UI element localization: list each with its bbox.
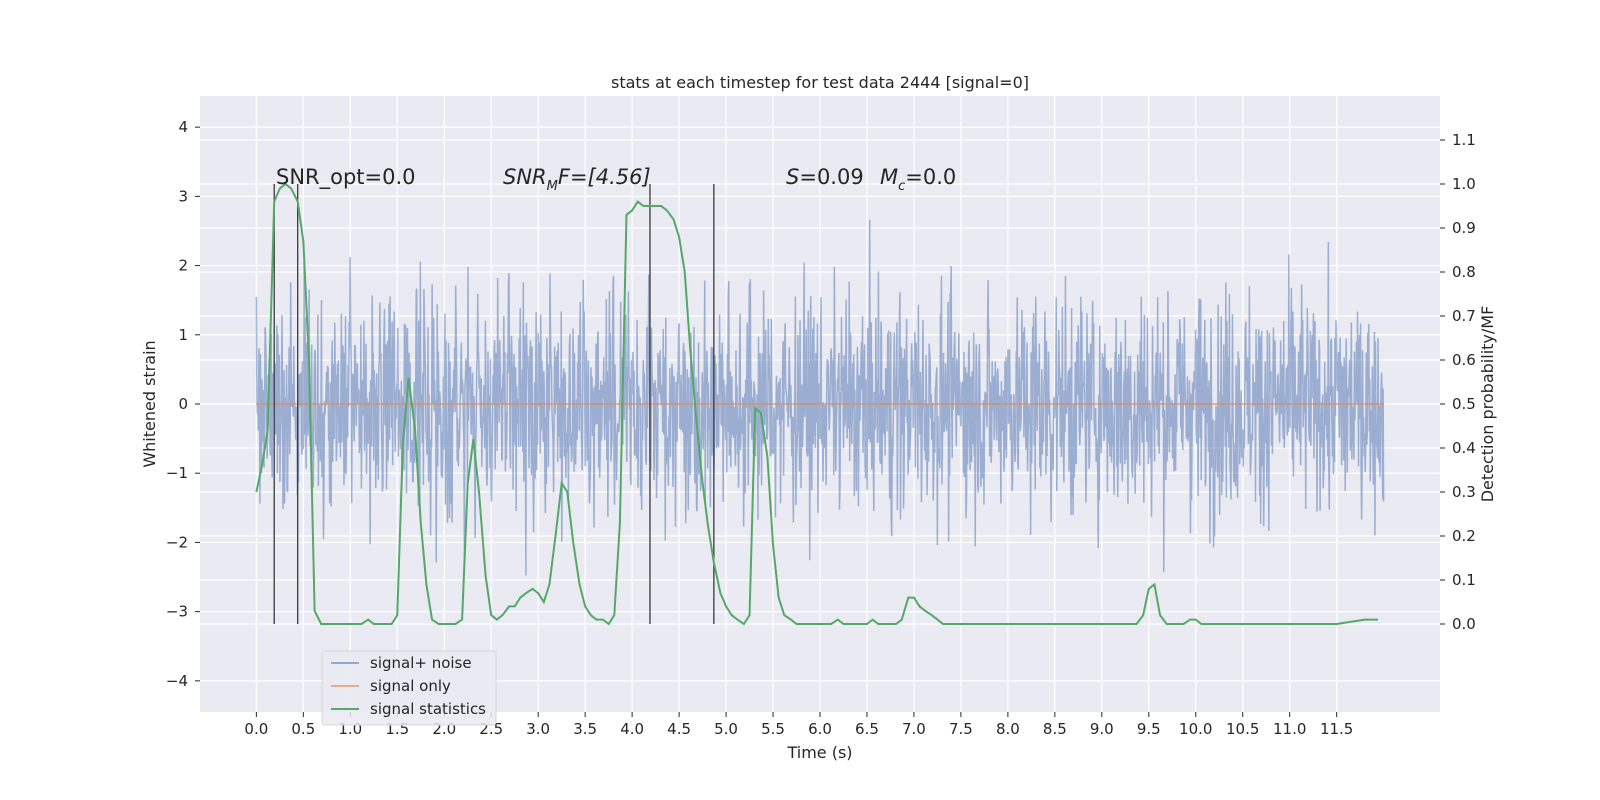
x-tick-label: 5.0 (714, 720, 738, 738)
x-tick-label: 9.0 (1090, 720, 1114, 738)
x-tick-label: 7.0 (902, 720, 926, 738)
x-tick-label: 11.5 (1320, 720, 1353, 738)
y-axis-label: Whitened strain (140, 340, 159, 467)
x-tick-label: 6.0 (808, 720, 832, 738)
y-tick-label: −1 (166, 464, 188, 482)
signal-noise-series (255, 219, 1385, 576)
chart-title: stats at each timestep for test data 244… (611, 73, 1029, 92)
y-tick-label: −4 (166, 672, 188, 690)
y-tick-label: 1 (178, 326, 188, 344)
right-y-tick-label: 1.0 (1452, 175, 1476, 193)
x-tick-label: 5.5 (761, 720, 785, 738)
x-tick-label: 0.0 (244, 720, 268, 738)
legend-box (321, 650, 497, 726)
x-axis-ticks: 0.0 0.5 1.0 1.5 2.0 2.5 3.0 3.5 4.0 4.5 5.0 5.5 6.0 6… (244, 712, 1353, 738)
x-tick-label: 3.5 (573, 720, 597, 738)
right-y-tick-label: 0.5 (1452, 395, 1476, 413)
right-y-axis-label: Detection probability/MF (1478, 306, 1497, 503)
y-tick-label: 0 (178, 395, 188, 413)
x-tick-label: 8.0 (996, 720, 1020, 738)
signal-noise-line (255, 219, 1385, 576)
x-tick-label: 10.0 (1179, 720, 1212, 738)
right-y-tick-label: 0.9 (1452, 219, 1476, 237)
y-tick-label: 4 (178, 118, 188, 136)
y-axis-ticks: 4 3 2 1 0 −1 −2 −3 −4 (166, 118, 200, 690)
x-tick-label: 7.5 (949, 720, 973, 738)
right-y-tick-label: 0.8 (1452, 263, 1476, 281)
x-tick-label: 10.5 (1226, 720, 1259, 738)
snr-mf-annotation: SNRMF=[4.56] (503, 165, 651, 194)
x-axis-label: Time (s) (786, 743, 852, 762)
right-y-tick-label: 0.1 (1452, 571, 1476, 589)
legend-label-noise: signal+ noise (370, 654, 472, 672)
legend: signal+ noise signal only signal statist… (321, 650, 497, 726)
s-annotation: S=0.09 (786, 165, 864, 189)
detection-marker-lines (273, 184, 715, 624)
x-tick-label: 11.0 (1273, 720, 1306, 738)
right-y-tick-label: 0.2 (1452, 527, 1476, 545)
y-tick-label: −2 (166, 533, 188, 551)
x-tick-label: 8.5 (1043, 720, 1067, 738)
x-tick-label: 3.0 (526, 720, 550, 738)
x-tick-label: 6.5 (855, 720, 879, 738)
x-tick-label: 9.5 (1137, 720, 1161, 738)
signal-statistics-series (255, 182, 1378, 626)
legend-label-signal-only: signal only (370, 677, 451, 695)
y-tick-label: 2 (178, 257, 188, 275)
right-y-tick-label: 0.7 (1452, 307, 1476, 325)
right-y-tick-label: 0.3 (1452, 483, 1476, 501)
signal-statistics-line (255, 182, 1378, 626)
snr-opt-annotation: SNR_opt=0.0 (276, 165, 416, 190)
x-tick-label: 4.5 (667, 720, 691, 738)
mc-annotation: Mc=0.0 (880, 165, 956, 194)
y-tick-label: −3 (166, 603, 188, 621)
right-y-axis-ticks: 1.1 1.0 0.9 0.8 0.7 0.6 0.5 0.4 0.3 0.2 0.1 0.0 (1440, 131, 1476, 633)
legend-label-statistics: signal statistics (370, 700, 486, 718)
right-y-tick-label: 0.0 (1452, 615, 1476, 633)
right-y-tick-label: 0.6 (1452, 351, 1476, 369)
right-y-tick-label: 1.1 (1452, 131, 1476, 149)
y-tick-label: 3 (178, 187, 188, 205)
x-tick-label: 0.5 (291, 720, 315, 738)
right-y-tick-label: 0.4 (1452, 439, 1476, 457)
x-tick-label: 4.0 (620, 720, 644, 738)
